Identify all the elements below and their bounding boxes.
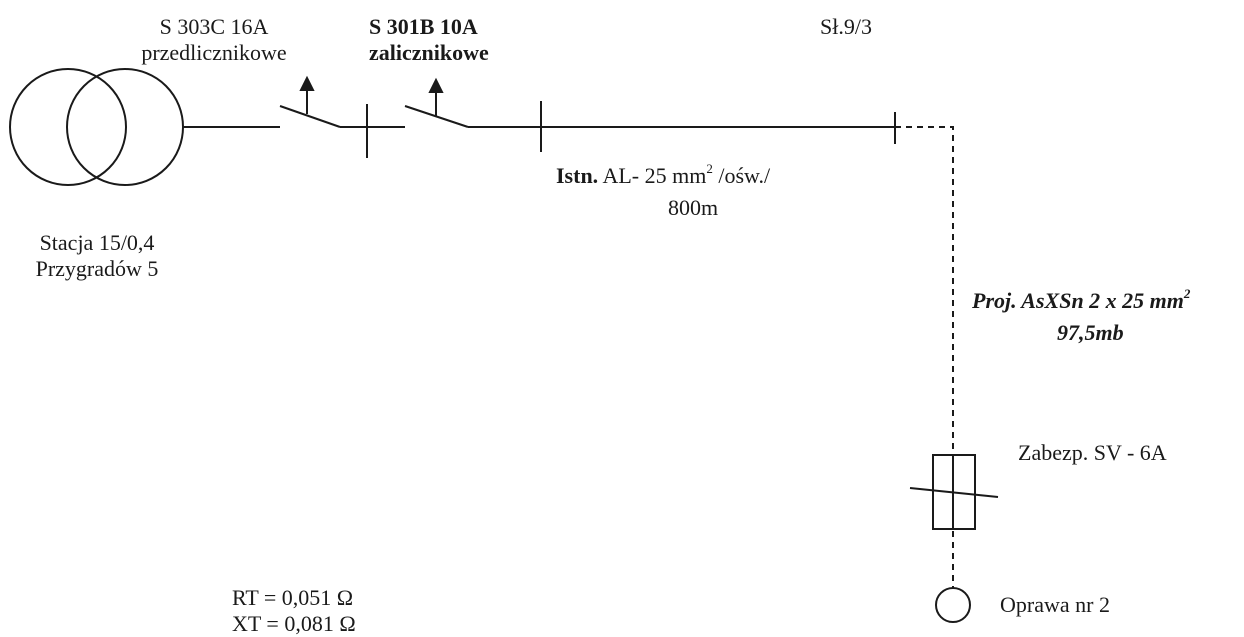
fuse-slash [909, 487, 999, 498]
projected-cable-length: 97,5mb [1057, 320, 1124, 345]
breaker-2-label: S 301B 10A zalicznikowe [369, 14, 489, 66]
transformer-primary-winding [9, 68, 127, 186]
existing-cable-prefix: Istn. [556, 163, 599, 188]
reactance-value: XT = 0,081 Ω [232, 611, 356, 636]
breaker-2-role: zalicznikowe [369, 40, 489, 65]
fuse-label: Zabezp. SV - 6A [1018, 440, 1167, 465]
station-label: Stacja 15/0,4 Przygradów 5 [20, 230, 174, 282]
existing-cable-type: AL- 25 mm [602, 163, 707, 188]
existing-cable-label: Istn. AL- 25 mm2 /ośw./ [556, 160, 771, 189]
pole-label: Sł.9/3 [820, 14, 872, 39]
projected-cable-type: Proj. AsXSn 2 x 25 mm [972, 288, 1184, 313]
lighting-fixture-symbol [935, 587, 971, 623]
projected-cable-label: Proj. AsXSn 2 x 25 mm2 [972, 285, 1191, 314]
fixture-label: Oprawa nr 2 [1000, 592, 1110, 617]
breaker-1-role: przedlicznikowe [141, 40, 287, 65]
resistance-value: RT = 0,051 Ω [232, 585, 354, 610]
breaker-2-rating: S 301B 10A [369, 14, 478, 39]
projected-cable-unit-exponent: 2 [1183, 285, 1191, 301]
projected-cable-line [895, 126, 954, 588]
station-voltage: Stacja 15/0,4 [39, 230, 155, 255]
breaker-1-rating: S 303C 16A [159, 14, 269, 39]
existing-cable-unit-exponent: 2 [706, 160, 713, 176]
breaker-1-label: S 303C 16A przedlicznikowe [134, 14, 294, 66]
breaker-2-arrowhead [428, 77, 444, 93]
breaker-1-contact [279, 105, 341, 128]
breaker-1-arrowhead [299, 75, 315, 91]
existing-cable-length: 800m [668, 195, 719, 220]
existing-cable-purpose: /ośw./ [718, 163, 771, 188]
station-name: Przygradów 5 [35, 256, 159, 281]
